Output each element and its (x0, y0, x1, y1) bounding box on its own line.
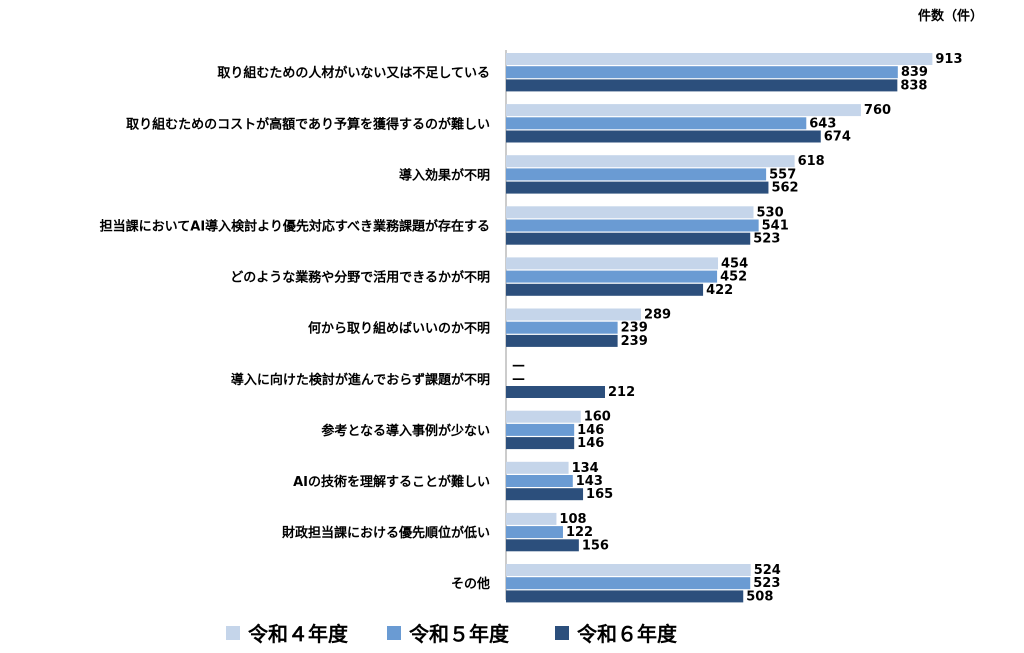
data-label: 454 (721, 256, 748, 271)
bar (506, 181, 769, 194)
data-label: 530 (757, 205, 784, 220)
bar (506, 526, 563, 539)
bar (506, 79, 898, 92)
data-label: 146 (577, 436, 604, 451)
category-label: 担当課においてAI導入検討より優先対応すべき業務課題が存在する (100, 219, 490, 235)
bar (506, 270, 718, 283)
bar (506, 168, 767, 181)
data-label: 122 (566, 525, 593, 540)
data-label: 839 (901, 65, 928, 80)
category-label: 取り組むためのコストが高額であり予算を獲得するのが難しい (126, 116, 490, 132)
bar (506, 155, 795, 168)
data-label: 134 (572, 461, 599, 476)
legend-swatch (226, 626, 240, 640)
data-label: 156 (582, 538, 609, 553)
data-label: — (512, 372, 525, 387)
data-label: 143 (576, 474, 603, 489)
data-label: 239 (621, 334, 648, 349)
category-label: その他 (451, 576, 490, 592)
bar (506, 53, 933, 65)
bar (506, 512, 557, 525)
bar (506, 130, 821, 143)
legend-label: 令和５年度 (409, 622, 510, 646)
data-label: 674 (824, 130, 851, 145)
data-label: 541 (762, 219, 789, 234)
data-label: 523 (753, 232, 780, 247)
data-label: 562 (771, 181, 798, 196)
category-label: 取り組むための人材がいない又は不足している (217, 65, 490, 81)
data-label: — (512, 359, 525, 374)
data-label: 618 (798, 154, 825, 169)
bar (506, 590, 744, 603)
bar (506, 564, 751, 576)
data-label: 838 (900, 78, 927, 93)
category-label: 導入効果が不明 (399, 167, 490, 183)
category-label: 導入に向けた検討が進んでおらず課題が不明 (231, 372, 490, 388)
data-label: 108 (559, 512, 586, 527)
bar (506, 321, 618, 334)
data-label: 452 (720, 270, 747, 285)
legend-label: 令和４年度 (248, 622, 349, 646)
legend-swatch (387, 626, 401, 640)
legend-swatch (555, 626, 569, 640)
data-label: 524 (754, 563, 781, 578)
legend: 令和４年度 令和５年度 令和６年度 (226, 622, 678, 646)
bar (506, 283, 704, 296)
bar (506, 539, 579, 552)
data-label: 760 (864, 103, 891, 118)
data-label: 146 (577, 423, 604, 438)
bar (506, 334, 618, 347)
bar (506, 308, 641, 321)
bar (506, 461, 569, 474)
bar (506, 488, 584, 501)
legend-label: 令和６年度 (577, 622, 678, 646)
bar (506, 423, 575, 436)
bar (506, 206, 754, 219)
bar (506, 257, 719, 270)
data-label: 160 (584, 410, 611, 425)
data-label: 165 (586, 487, 613, 502)
unit-label: 件数（件） (918, 8, 983, 24)
data-label: 508 (746, 589, 773, 604)
bar (506, 232, 751, 245)
bar (506, 219, 759, 232)
bar (506, 577, 751, 590)
bar (506, 66, 898, 79)
category-label: どのような業務や分野で活用できるかが不明 (230, 270, 490, 286)
bar (506, 410, 581, 423)
data-label: 643 (809, 116, 836, 131)
data-label: 239 (621, 321, 648, 336)
data-label: 913 (935, 52, 962, 67)
data-label: 422 (706, 283, 733, 298)
bar (506, 437, 575, 450)
bar (506, 386, 606, 398)
category-label: 参考となる導入事例が少ない (321, 423, 490, 439)
category-label: 財政担当課における優先順位が低い (281, 525, 490, 541)
data-label: 289 (644, 308, 671, 323)
bar (506, 475, 573, 487)
data-label: 523 (753, 576, 780, 591)
category-label: AIの技術を理解することが難しい (293, 474, 490, 490)
bar (506, 104, 861, 117)
bar (506, 117, 807, 130)
data-label: 557 (769, 167, 796, 182)
data-label: 212 (608, 385, 635, 400)
category-label: 何から取り組めばいいのか不明 (308, 321, 490, 337)
